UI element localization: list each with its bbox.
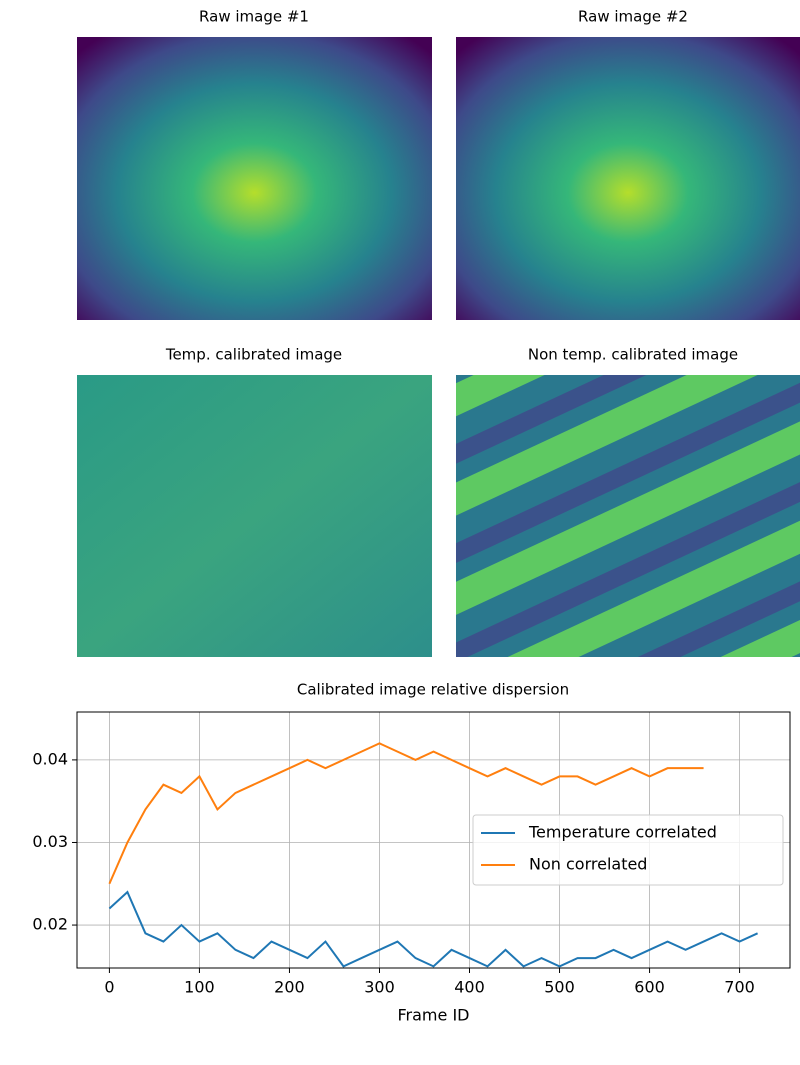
y-tick-label: 0.03 (32, 832, 68, 851)
image-title: Raw image #2 (578, 8, 688, 26)
y-tick-label: 0.04 (32, 749, 68, 768)
x-tick-label: 200 (274, 978, 305, 997)
legend-label: Temperature correlated (528, 823, 717, 842)
x-tick-label: 0 (104, 978, 114, 997)
image (456, 37, 800, 320)
y-tick-label: 0.02 (32, 915, 68, 934)
series-line (108, 742, 704, 885)
x-tick-label: 400 (454, 978, 485, 997)
chart-title: Calibrated image relative dispersion (297, 681, 569, 699)
x-axis-label: Frame ID (398, 1006, 470, 1025)
x-tick-label: 100 (184, 978, 215, 997)
series-line (108, 890, 759, 968)
x-tick-label: 600 (634, 978, 665, 997)
x-tick-label: 500 (544, 978, 575, 997)
image (456, 375, 800, 657)
legend-label: Non correlated (529, 855, 647, 874)
legend (472, 814, 784, 886)
image-title: Temp. calibrated image (165, 346, 342, 364)
x-tick-label: 700 (724, 978, 755, 997)
image-title: Non temp. calibrated image (528, 346, 738, 364)
image-title: Raw image #1 (199, 8, 309, 26)
image (77, 375, 432, 657)
image (77, 37, 432, 320)
x-tick-label: 300 (364, 978, 395, 997)
axes-frame (76, 711, 791, 969)
